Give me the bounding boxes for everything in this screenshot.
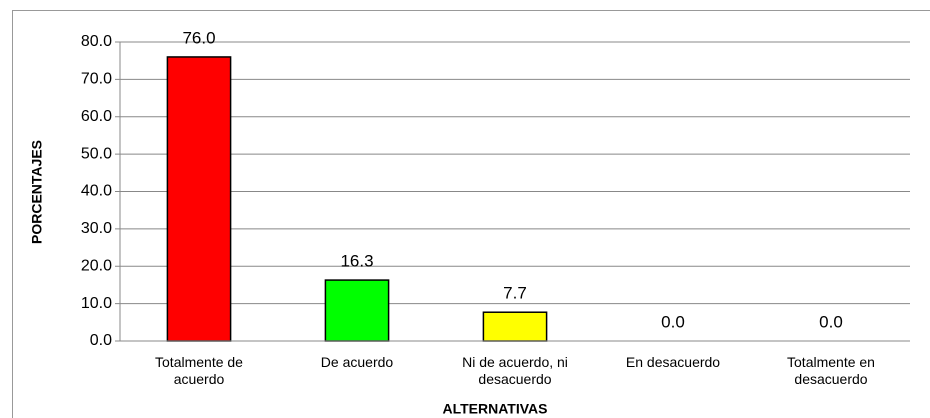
bar [482, 311, 548, 342]
value-label: 76.0 [182, 28, 215, 47]
y-tick-label: 10.0 [81, 295, 112, 312]
value-label: 0.0 [661, 312, 685, 331]
label-line: De acuerdo [321, 354, 394, 370]
x-tick-label: En desacuerdo [626, 354, 720, 370]
y-tick-label: 30.0 [81, 220, 112, 237]
y-axis-title: PORCENTAJES [29, 140, 45, 244]
bar [166, 56, 232, 342]
label-line: acuerdo [174, 371, 225, 387]
y-tick-label: 70.0 [81, 71, 112, 88]
label-line: En desacuerdo [626, 354, 720, 370]
label-line: desacuerdo [794, 371, 867, 387]
label-line: Ni de acuerdo, ni [462, 354, 568, 370]
y-tick-label: 50.0 [81, 145, 112, 162]
label-line: desacuerdo [478, 371, 551, 387]
label-line: Totalmente en [787, 354, 875, 370]
label-line: Totalmente de [155, 354, 243, 370]
y-tick-label: 60.0 [81, 108, 112, 125]
frame [12, 10, 930, 418]
value-label: 16.3 [340, 252, 373, 271]
x-tick-label: Totalmente de acuerdo [155, 354, 243, 387]
y-tick-label: 40.0 [81, 183, 112, 200]
x-tick-label: Ni de acuerdo, ni desacuerdo [462, 354, 568, 387]
y-tick-label: 80.0 [81, 33, 112, 50]
x-axis-title: ALTERNATIVAS [443, 401, 548, 417]
x-tick-label: Totalmente en desacuerdo [787, 354, 875, 387]
x-tick-label: De acuerdo [321, 354, 394, 370]
bar [324, 279, 390, 342]
value-label: 0.0 [819, 312, 843, 331]
y-tick-label: 20.0 [81, 257, 112, 274]
y-tick-label: 0.0 [90, 332, 112, 349]
value-label: 7.7 [503, 284, 527, 303]
